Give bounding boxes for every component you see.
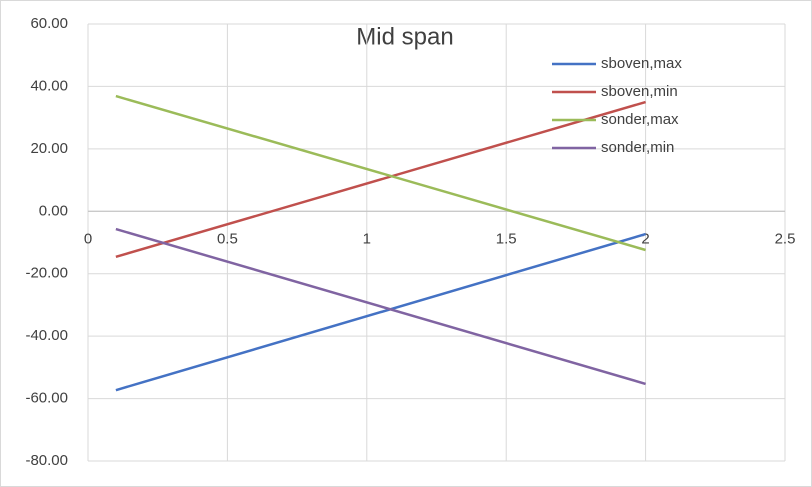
series-line [115,227,646,386]
y-tick-label: -60.00 [25,390,68,407]
y-tick-label: -80.00 [25,452,68,469]
x-tick-label: 0.5 [217,230,238,247]
series-line [115,232,646,392]
legend-label: sboven,min [601,83,678,100]
x-tick-label: 2 [641,230,649,247]
y-tick-label: 60.00 [30,15,68,32]
chart-title: Mid span [356,23,453,50]
y-tick-label: -20.00 [25,265,68,282]
series-line [115,94,646,252]
series-line [115,100,646,259]
x-tick-label: 1 [363,230,371,247]
y-tick-label: -40.00 [25,327,68,344]
x-tick-label: 0 [84,230,92,247]
x-tick-label: 2.5 [775,230,796,247]
legend-label: sboven,max [601,55,682,72]
legend-label: sonder,max [601,111,679,128]
y-tick-label: 40.00 [30,77,68,94]
y-tick-label: 0.00 [39,202,68,219]
legend-label: sonder,min [601,139,674,156]
y-tick-label: 20.00 [30,140,68,157]
x-tick-label: 1.5 [496,230,517,247]
